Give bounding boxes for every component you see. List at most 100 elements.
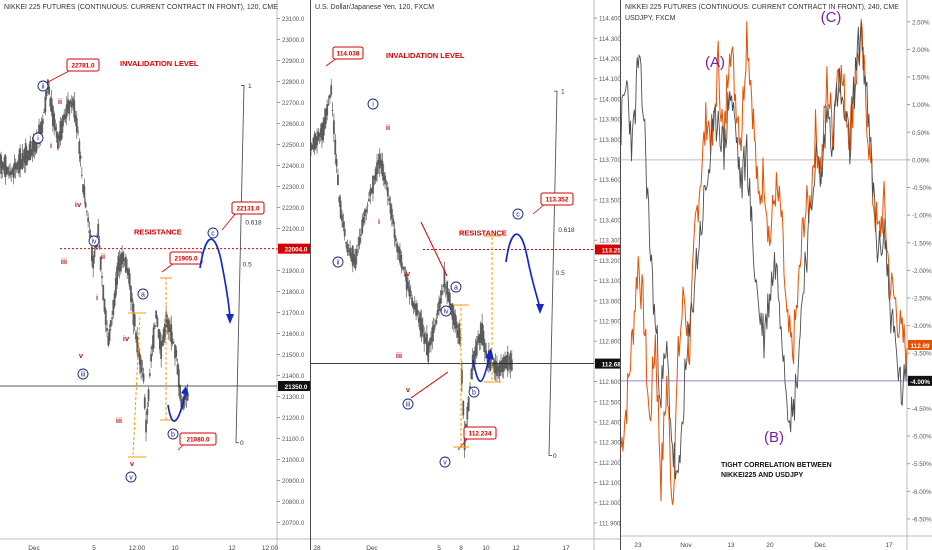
- candle-body: [346, 244, 349, 253]
- candle-body: [8, 174, 10, 176]
- candle-body: [92, 256, 95, 269]
- y-tick-label: 21400.0: [282, 373, 305, 380]
- candle-body: [157, 328, 160, 338]
- candle-body: [153, 325, 156, 328]
- y-tick-label: 23000.0: [282, 37, 305, 44]
- candle-body: [112, 300, 115, 315]
- wave-label-red: iv: [123, 334, 130, 343]
- resistance-label: RESISTANCE: [134, 228, 182, 237]
- last-price-tag-text: 112.689: [602, 362, 620, 369]
- candle-body: [407, 281, 409, 289]
- x-tick-label: 12:00: [262, 545, 279, 550]
- candle-body: [347, 250, 350, 253]
- candle-body: [327, 103, 330, 105]
- candle-body: [101, 276, 103, 278]
- candle-body: [447, 291, 450, 302]
- candle-body: [328, 94, 331, 99]
- candle-body: [17, 161, 19, 165]
- candle-body: [179, 385, 181, 399]
- candle-body: [29, 141, 32, 160]
- candle-body: [341, 214, 343, 222]
- x-tick-label: 23: [634, 542, 642, 549]
- fibonacci-label: 0.5: [243, 262, 252, 269]
- candle-body: [361, 219, 364, 234]
- candle-body: [151, 344, 154, 350]
- candle-body: [353, 254, 356, 264]
- wave-label-red: iv: [404, 269, 411, 278]
- candle-body: [452, 311, 455, 326]
- candle-body: [145, 419, 147, 433]
- candle-body: [98, 244, 101, 249]
- callout-pointer: [457, 437, 469, 451]
- y-tick-label: -1.50%: [912, 240, 932, 247]
- candle-body: [21, 153, 24, 169]
- candle-body: [427, 343, 430, 362]
- fibonacci-tool: [235, 85, 245, 444]
- candle-body: [44, 96, 47, 113]
- y-tick-label: 112.100: [599, 480, 620, 487]
- candle-body: [48, 86, 51, 95]
- wave-label-circle: [32, 132, 44, 144]
- wave-label-blue: iv: [91, 238, 97, 245]
- candle-body: [455, 321, 458, 329]
- candle-body: [380, 159, 382, 166]
- candle-body: [12, 166, 15, 178]
- candle-body: [466, 406, 469, 420]
- candle-body: [424, 337, 427, 343]
- candle-body: [13, 162, 16, 170]
- candle-body: [84, 202, 87, 208]
- price-callout-text: 21080.0: [186, 437, 210, 444]
- candle-body: [125, 256, 127, 273]
- candle-body: [388, 198, 391, 201]
- y-tick-label: 112.400: [599, 419, 620, 426]
- wave-label-blue: b: [472, 389, 476, 396]
- correlation-chart: 2.50% 2.00% 1.50% 1.00% 0.50% 0.00% -0.50% -1.0…: [621, 0, 932, 550]
- candle-body: [448, 293, 451, 307]
- panel-divider-2[interactable]: [620, 0, 621, 550]
- candle-body: [430, 337, 432, 345]
- y-tick-label: 114.400: [599, 16, 620, 23]
- candle-body: [25, 150, 28, 166]
- candle-body: [69, 100, 72, 104]
- y-tick-label: 22700.0: [282, 100, 305, 107]
- panel-divider-1[interactable]: [310, 0, 311, 550]
- candle-body: [351, 245, 354, 266]
- candle-body: [395, 238, 397, 242]
- candle-body: [108, 329, 111, 341]
- correlation-annotation-line1: TIGHT CORRELATION BETWEEN: [721, 462, 832, 469]
- wave-label-circle: [450, 281, 462, 293]
- candle-body: [91, 246, 93, 262]
- candle-body: [141, 368, 144, 370]
- candle-body: [339, 200, 342, 219]
- candle-body: [70, 103, 73, 108]
- projection-curve: [472, 357, 490, 383]
- candle-body: [103, 299, 106, 312]
- candle-body: [159, 332, 161, 350]
- fibonacci-label: 0: [553, 453, 557, 460]
- correlation-annotation-line2: NIKKEI225 AND USDJPY: [721, 472, 804, 479]
- y-tick-label: 22300.0: [282, 184, 305, 191]
- price-callout-box: [540, 192, 574, 206]
- x-tick-label: 12: [228, 545, 236, 550]
- candle-body: [497, 365, 500, 373]
- candle-body: [401, 266, 404, 269]
- candle-body: [326, 104, 329, 116]
- candle-body: [467, 396, 470, 411]
- x-tick-label: 12:00: [129, 545, 146, 550]
- y-tick-label: 112.300: [599, 440, 620, 447]
- wave-label-blue: ii: [41, 83, 45, 90]
- candle-body: [440, 290, 443, 296]
- candle-body: [148, 373, 151, 376]
- price-callout-box: [231, 201, 265, 215]
- wave-label-circle: [77, 368, 89, 380]
- y-tick-label: 22400.0: [282, 163, 305, 170]
- candle-body: [485, 350, 488, 356]
- candle-body: [31, 140, 34, 156]
- candle-body: [93, 250, 96, 258]
- y-tick-label: -4.50%: [912, 406, 932, 413]
- last-price-tag-text: 21350.0: [285, 384, 308, 391]
- candle-body: [443, 269, 446, 288]
- candle-body: [33, 142, 36, 151]
- candle-body: [428, 341, 431, 346]
- candle-body: [435, 319, 438, 324]
